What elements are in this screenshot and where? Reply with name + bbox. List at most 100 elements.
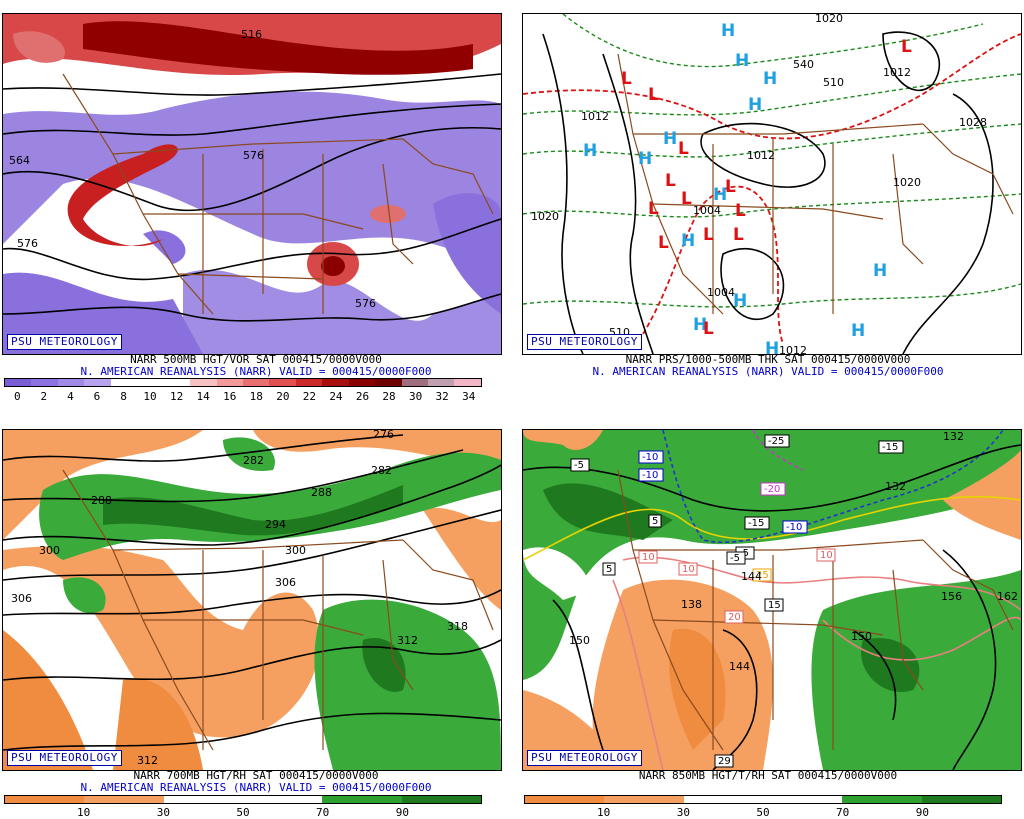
svg-text:H: H [733, 291, 747, 311]
map-850mb-temp-rh: -25-10-10-5-555-15-10-15-20-510101015202… [522, 429, 1022, 771]
svg-text:312: 312 [137, 754, 158, 767]
panel-title-line2: N. AMERICAN REANALYSIS (NARR) VALID = 00… [80, 365, 432, 378]
svg-text:294: 294 [265, 518, 286, 531]
colorbar-tick-label: 90 [395, 806, 409, 819]
temperature-box-label: -5 [574, 460, 584, 471]
svg-text:576: 576 [355, 297, 376, 310]
svg-text:L: L [678, 139, 689, 159]
colorbar-ticks-vorticity: 0 2 4 6 8 10 12 14 16 18 20 22 24 26 28 30 32 34 [4, 390, 482, 403]
temperature-box-label: -10 [642, 452, 658, 463]
svg-text:L: L [901, 37, 912, 57]
colorbar-tick-label: 50 [236, 806, 250, 819]
temperature-box [764, 598, 784, 612]
svg-text:H: H [663, 129, 677, 149]
svg-text:L: L [733, 225, 744, 245]
temperature-box-label: -15 [882, 442, 898, 453]
temperature-box-labels: -25-10-10-5-555-15-10-15-20-510101015202… [570, 434, 904, 768]
temperature-box [752, 568, 772, 582]
svg-text:144: 144 [729, 660, 750, 673]
temperature-box [638, 550, 658, 564]
colorbar-segment [31, 379, 58, 386]
colorbar-segment [57, 379, 85, 386]
temperature-box [724, 610, 744, 624]
svg-text:1004: 1004 [707, 286, 735, 299]
svg-text:132: 132 [885, 480, 906, 493]
svg-text:H: H [763, 69, 777, 89]
svg-text:1020: 1020 [531, 210, 559, 223]
temperature-box-label: 10 [820, 550, 833, 561]
temperature-box-label: 10 [642, 552, 655, 563]
svg-text:150: 150 [851, 630, 872, 643]
colorbar-segment [137, 379, 164, 386]
svg-text:306: 306 [275, 576, 296, 589]
colorbar-tick-label: 30 [408, 390, 423, 403]
psu-watermark: PSU METEOROLOGY [527, 334, 642, 350]
colorbar-segment [5, 379, 32, 386]
svg-text:282: 282 [371, 464, 392, 477]
svg-text:1012: 1012 [747, 149, 775, 162]
colorbar-segment [842, 796, 922, 803]
colorbar-tick-label: 0 [13, 390, 21, 403]
svg-text:1020: 1020 [815, 14, 843, 25]
svg-text:L: L [703, 225, 714, 245]
svg-text:H: H [873, 261, 887, 281]
panel-sea-level-pressure: H H H H H H H H H H H H H H L L L L L [512, 0, 1024, 410]
svg-text:132: 132 [943, 430, 964, 443]
temperature-box [648, 514, 662, 528]
svg-text:306: 306 [11, 592, 32, 605]
svg-text:L: L [725, 177, 736, 197]
svg-text:288: 288 [91, 494, 112, 507]
temperature-box [638, 468, 664, 482]
colorbar-segment [5, 796, 85, 803]
svg-text:540: 540 [793, 58, 814, 71]
svg-text:156: 156 [941, 590, 962, 603]
svg-text:H: H [583, 141, 597, 161]
temperature-box-label: -15 [748, 518, 764, 529]
svg-text:1020: 1020 [893, 176, 921, 189]
colorbar-tick-label: 34 [462, 390, 476, 403]
colorbar-segment [322, 379, 349, 386]
svg-text:144: 144 [741, 570, 762, 583]
temperature-box [638, 450, 664, 464]
colorbar-segment [454, 379, 481, 386]
colorbar-segment [84, 379, 111, 386]
map-sea-level-pressure: H H H H H H H H H H H H H H L L L L L [522, 13, 1022, 355]
svg-text:L: L [658, 233, 669, 253]
colorbar-relative-humidity [4, 795, 482, 804]
svg-text:516: 516 [241, 28, 262, 41]
colorbar-ticks-relative-humidity: 10 30 50 70 90 [4, 806, 482, 819]
colorbar-tick-label: 12 [169, 390, 184, 403]
temperature-box-label: -5 [730, 553, 740, 564]
temperature-box [602, 562, 616, 576]
colorbar-tick-label: 70 [316, 806, 330, 819]
temperature-box [678, 562, 698, 576]
svg-text:L: L [648, 199, 659, 219]
temperature-box-label: 20 [728, 612, 741, 623]
colorbar-segment [242, 379, 270, 386]
temperature-box-label: -25 [768, 436, 784, 447]
panel-700mb-rh: 276 282 288 288 294 300 300 306 306 312 … [0, 413, 512, 819]
svg-text:L: L [621, 69, 632, 89]
colorbar-ticks-relative-humidity-850: 10 30 50 70 90 [524, 806, 1002, 819]
svg-text:H: H [681, 231, 695, 251]
svg-text:300: 300 [285, 544, 306, 557]
panel-500mb-vorticity: 516 564 576 576 576 PSU METEOROLOGY NARR… [0, 0, 512, 410]
colorbar-segment [216, 379, 243, 386]
panel-title-line2: N. AMERICAN REANALYSIS (NARR) VALID = 00… [80, 781, 432, 794]
svg-text:1012: 1012 [779, 344, 807, 354]
colorbar-segment [110, 379, 138, 386]
colorbar-tick-label: 30 [156, 806, 170, 819]
colorbar-segment [762, 796, 843, 803]
temperature-box [816, 548, 836, 562]
svg-text:282: 282 [243, 454, 264, 467]
colorbar-tick-label: 2 [40, 390, 48, 403]
map-500mb-vorticity: 516 564 576 576 576 PSU METEOROLOGY [2, 13, 502, 355]
map-700mb-rh: 276 282 288 288 294 300 300 306 306 312 … [2, 429, 502, 771]
colorbar-relative-humidity-850 [524, 795, 1002, 804]
colorbar-segment [375, 379, 402, 386]
svg-text:H: H [748, 95, 762, 115]
temperature-box [714, 754, 734, 768]
colorbar-tick-label: 10 [77, 806, 91, 819]
colorbar-tick-label: 16 [223, 390, 237, 403]
temperature-box [764, 434, 790, 448]
